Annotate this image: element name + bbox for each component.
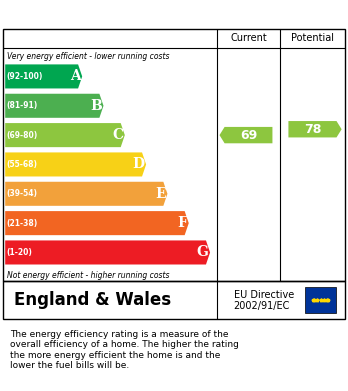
Text: C: C (112, 128, 123, 142)
Text: 2002/91/EC: 2002/91/EC (234, 301, 290, 311)
Text: G: G (197, 246, 208, 260)
Text: (21-38): (21-38) (6, 219, 38, 228)
Text: Potential: Potential (291, 34, 334, 43)
Text: 78: 78 (304, 123, 321, 136)
Polygon shape (5, 182, 167, 206)
Text: (81-91): (81-91) (6, 101, 38, 110)
Text: The energy efficiency rating is a measure of the
overall efficiency of a home. T: The energy efficiency rating is a measur… (10, 330, 239, 370)
Text: (39-54): (39-54) (6, 189, 37, 198)
Text: Energy Efficiency Rating: Energy Efficiency Rating (10, 5, 239, 23)
Text: Very energy efficient - lower running costs: Very energy efficient - lower running co… (7, 52, 169, 61)
Text: (92-100): (92-100) (6, 72, 42, 81)
Text: EU Directive: EU Directive (234, 291, 294, 300)
Text: Not energy efficient - higher running costs: Not energy efficient - higher running co… (7, 271, 169, 280)
Polygon shape (220, 127, 272, 143)
Text: 69: 69 (240, 129, 257, 142)
Text: (1-20): (1-20) (6, 248, 32, 257)
Text: A: A (70, 70, 80, 83)
Text: F: F (177, 216, 187, 230)
Polygon shape (5, 123, 125, 147)
Polygon shape (5, 211, 189, 235)
Polygon shape (5, 240, 210, 264)
Text: D: D (132, 158, 144, 171)
Text: (55-68): (55-68) (6, 160, 37, 169)
Text: (69-80): (69-80) (6, 131, 38, 140)
Text: E: E (155, 187, 166, 201)
Polygon shape (5, 152, 146, 176)
FancyBboxPatch shape (305, 287, 336, 313)
Polygon shape (5, 94, 103, 118)
Polygon shape (288, 121, 342, 137)
Text: B: B (90, 99, 102, 113)
Text: England & Wales: England & Wales (14, 291, 171, 309)
Polygon shape (5, 65, 82, 88)
Text: Current: Current (230, 34, 267, 43)
